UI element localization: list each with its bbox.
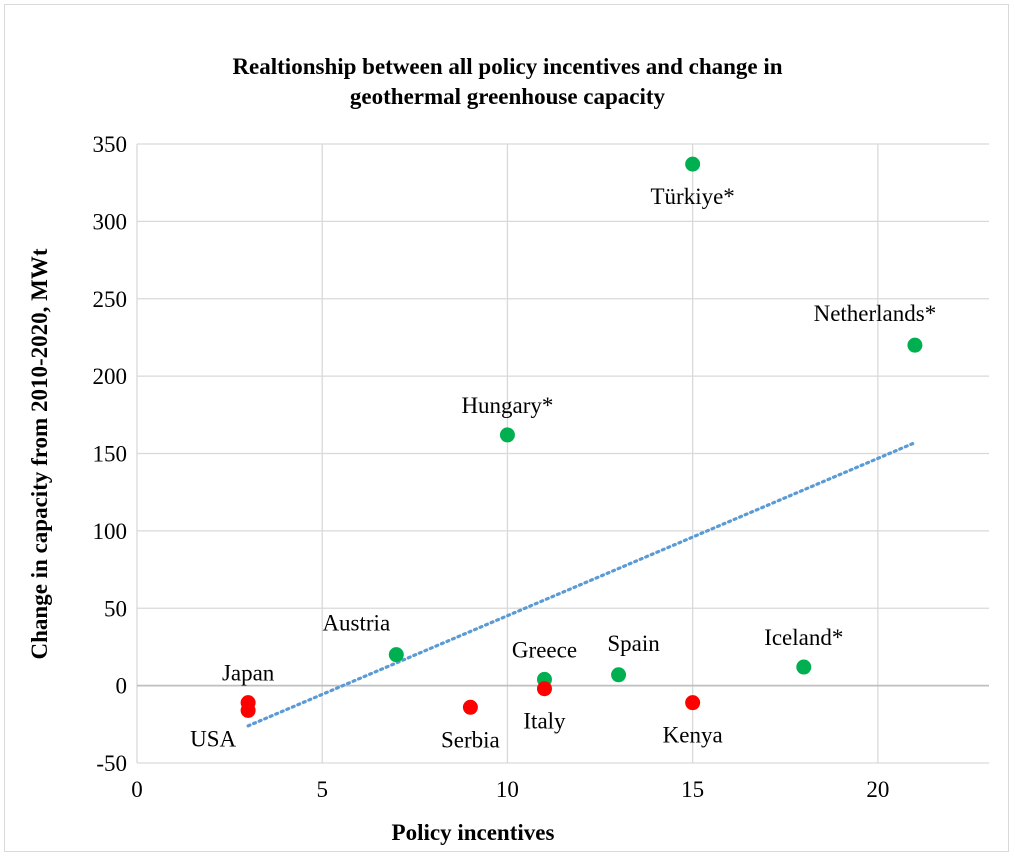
data-label: Türkiye* (650, 184, 734, 209)
data-point (907, 337, 923, 353)
trendline-layer (246, 441, 917, 728)
x-axis-label: Policy incentives (392, 820, 555, 845)
x-tick-label: 0 (131, 777, 143, 802)
y-tick-label: 0 (116, 674, 128, 699)
data-label: Serbia (441, 727, 500, 752)
y-tick-label: 50 (104, 596, 127, 621)
data-label: Kenya (663, 723, 723, 748)
trendline (246, 441, 917, 728)
data-label: Italy (523, 709, 566, 734)
y-tick-label: 350 (93, 132, 128, 157)
data-point (388, 647, 404, 663)
data-point (499, 427, 515, 443)
x-tick-label: 5 (316, 777, 328, 802)
chart-title: Realtionship between all policy incentiv… (0, 52, 1015, 112)
y-tick-label: 200 (93, 364, 128, 389)
data-label: Iceland* (764, 625, 843, 650)
data-label: Spain (607, 631, 660, 656)
point-labels: Japan USA Austria Serbia Hungary* Greece Italy… (190, 184, 936, 752)
data-point (611, 667, 627, 683)
data-label: Japan (222, 661, 275, 686)
y-tick-label: 150 (93, 442, 128, 467)
data-point (462, 699, 478, 715)
y-tick-label: 250 (93, 287, 128, 312)
data-label: Greece (512, 637, 577, 662)
data-point (685, 695, 701, 711)
x-tick-label: 20 (866, 777, 889, 802)
y-tick-label: 100 (93, 519, 128, 544)
y-axis-label: Change in capacity from 2010-2020, MWt (27, 248, 52, 659)
data-label: Netherlands* (814, 301, 937, 326)
y-tick-label: -50 (96, 751, 127, 776)
x-tick-label: 15 (681, 777, 704, 802)
x-tick-label: 10 (496, 777, 519, 802)
axes (136, 144, 989, 763)
gridlines (137, 143, 989, 764)
data-point (536, 681, 552, 697)
chart-title-line-2: geothermal greenhouse capacity (349, 84, 666, 109)
chart-title-line-1: Realtionship between all policy incentiv… (232, 54, 783, 79)
data-point (796, 659, 812, 675)
data-label: Hungary* (461, 393, 553, 418)
data-label: Austria (322, 611, 390, 636)
data-label: USA (190, 726, 236, 751)
data-point (240, 702, 256, 718)
data-point (685, 156, 701, 172)
data-points (240, 156, 923, 718)
y-tick-label: 300 (93, 209, 128, 234)
